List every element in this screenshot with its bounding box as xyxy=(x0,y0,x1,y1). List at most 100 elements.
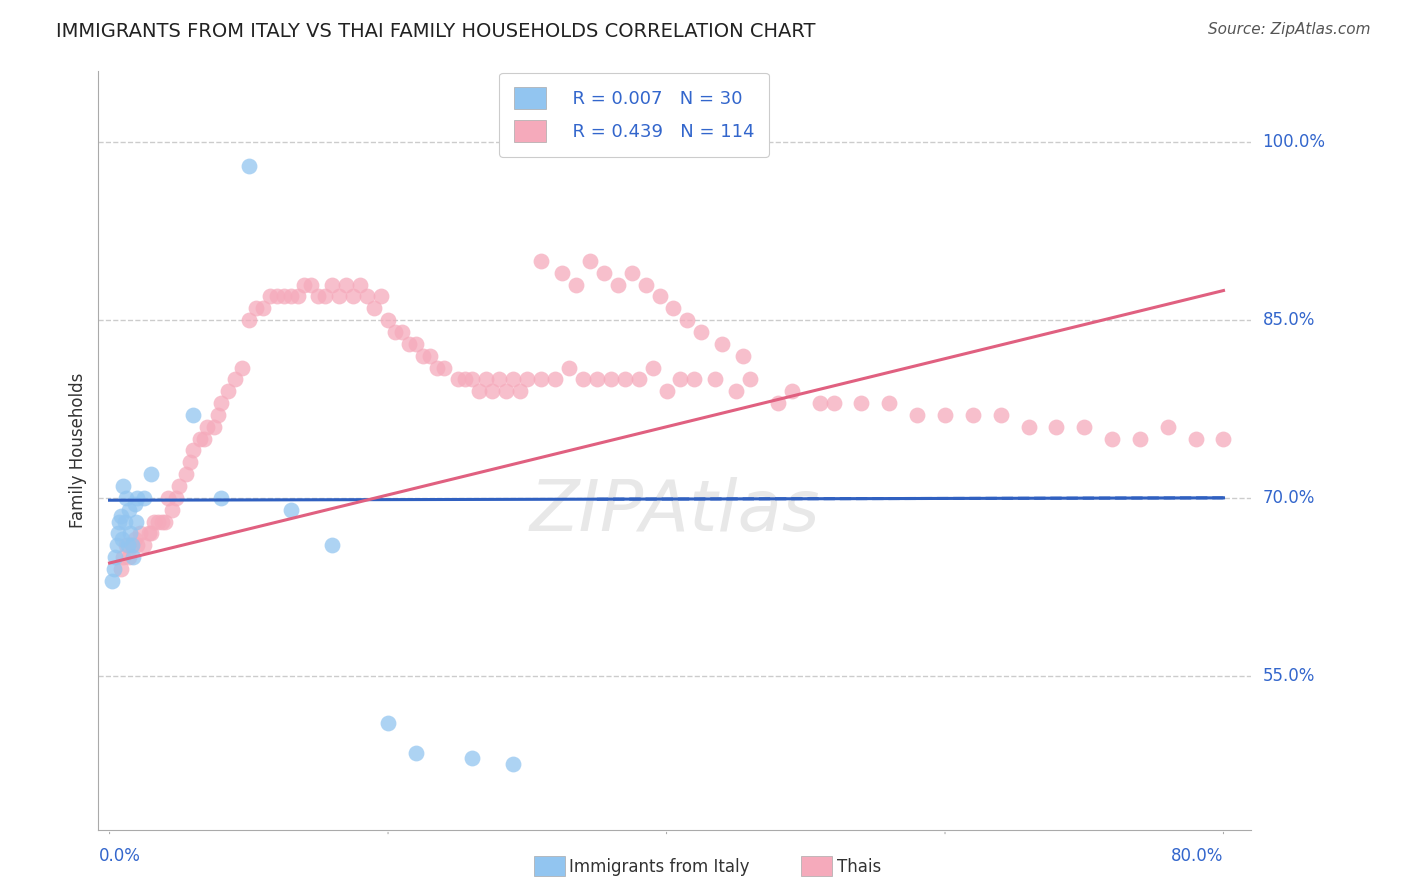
Point xyxy=(356,289,378,303)
Point xyxy=(530,372,553,386)
Point xyxy=(148,515,170,529)
Text: IMMIGRANTS FROM ITALY VS THAI FAMILY HOUSEHOLDS CORRELATION CHART: IMMIGRANTS FROM ITALY VS THAI FAMILY HOU… xyxy=(56,22,815,41)
Point xyxy=(141,526,163,541)
Point xyxy=(238,313,260,327)
Point xyxy=(558,360,581,375)
Point xyxy=(419,349,441,363)
Point xyxy=(108,515,131,529)
Point xyxy=(405,336,427,351)
Text: 0.0%: 0.0% xyxy=(98,847,141,865)
Point xyxy=(384,325,406,339)
Point xyxy=(641,360,664,375)
Point xyxy=(224,372,246,386)
Point xyxy=(120,526,142,541)
Point xyxy=(990,408,1012,422)
Point xyxy=(962,408,984,422)
Point xyxy=(294,277,316,292)
Point xyxy=(1184,432,1206,446)
Y-axis label: Family Households: Family Households xyxy=(69,373,87,528)
Point xyxy=(669,372,692,386)
Point xyxy=(488,372,510,386)
Point xyxy=(648,289,671,303)
Point xyxy=(118,502,141,516)
Point xyxy=(934,408,956,422)
Point xyxy=(124,533,146,547)
Point xyxy=(460,751,482,765)
Point xyxy=(412,349,434,363)
Point xyxy=(280,289,302,303)
Point xyxy=(127,491,149,505)
Point xyxy=(193,432,215,446)
Point xyxy=(481,384,503,399)
Point xyxy=(586,372,609,386)
Point xyxy=(134,491,156,505)
Point xyxy=(662,301,685,316)
Point xyxy=(328,289,350,303)
Point xyxy=(1101,432,1123,446)
Point xyxy=(141,467,163,482)
Point xyxy=(1157,419,1180,434)
Point xyxy=(335,277,357,292)
Point xyxy=(110,562,132,576)
Point xyxy=(766,396,789,410)
Point xyxy=(391,325,413,339)
Point xyxy=(606,277,628,292)
Text: 55.0%: 55.0% xyxy=(1263,666,1315,684)
Point xyxy=(544,372,567,386)
Point xyxy=(733,349,755,363)
Text: Thais: Thais xyxy=(837,858,880,876)
Text: ZIPAtlas: ZIPAtlas xyxy=(530,476,820,546)
Point xyxy=(676,313,699,327)
Point xyxy=(509,384,531,399)
Text: 70.0%: 70.0% xyxy=(1263,489,1315,507)
Point xyxy=(179,455,201,469)
Text: Source: ZipAtlas.com: Source: ZipAtlas.com xyxy=(1208,22,1371,37)
Point xyxy=(579,254,602,268)
Point xyxy=(683,372,706,386)
Point xyxy=(467,384,489,399)
Point xyxy=(851,396,873,410)
Point xyxy=(209,491,232,505)
Point xyxy=(195,419,218,434)
Point xyxy=(1018,419,1040,434)
Point xyxy=(127,538,149,552)
Point xyxy=(125,515,148,529)
Point xyxy=(101,574,124,588)
Point xyxy=(134,538,156,552)
Point xyxy=(160,502,183,516)
Point xyxy=(620,266,643,280)
Point xyxy=(398,336,420,351)
Point xyxy=(495,384,517,399)
Point xyxy=(111,533,134,547)
Point xyxy=(209,396,232,410)
Point xyxy=(572,372,595,386)
Point xyxy=(634,277,657,292)
Point xyxy=(167,479,190,493)
Point xyxy=(117,538,139,552)
Point xyxy=(592,266,614,280)
Point xyxy=(502,372,524,386)
Point xyxy=(110,508,132,523)
Point xyxy=(1129,432,1152,446)
Point xyxy=(1212,432,1234,446)
Point xyxy=(118,550,141,565)
Point xyxy=(165,491,187,505)
Point xyxy=(599,372,621,386)
Point xyxy=(349,277,371,292)
Text: Immigrants from Italy: Immigrants from Italy xyxy=(569,858,749,876)
Point xyxy=(314,289,336,303)
Point xyxy=(565,277,588,292)
Point xyxy=(103,562,125,576)
Point xyxy=(301,277,323,292)
Point xyxy=(613,372,636,386)
Point xyxy=(690,325,713,339)
Point xyxy=(121,538,143,552)
Point xyxy=(342,289,364,303)
Point xyxy=(217,384,239,399)
Point xyxy=(252,301,274,316)
Point xyxy=(287,289,309,303)
Point xyxy=(112,479,135,493)
Point xyxy=(808,396,831,410)
Point xyxy=(704,372,727,386)
Point xyxy=(1045,419,1067,434)
